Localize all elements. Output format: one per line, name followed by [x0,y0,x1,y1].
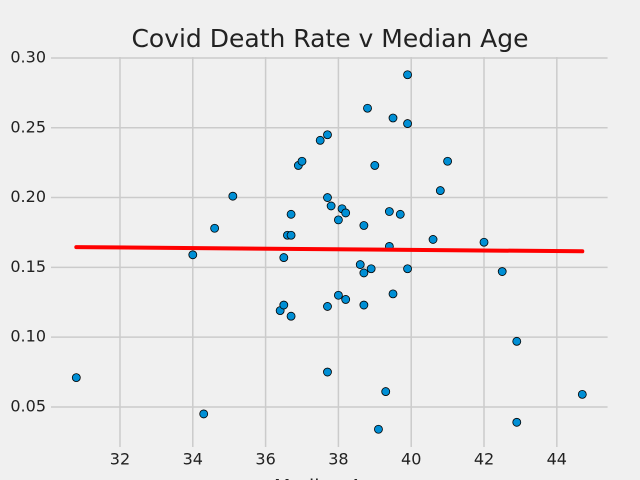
point [297,156,307,166]
x-tick-label: 38 [328,450,348,469]
point [512,336,522,346]
point [228,191,238,201]
point [374,424,383,434]
point [435,186,445,195]
point [479,237,489,247]
point [341,208,351,218]
point [395,209,405,219]
y-tick-label: 0.05 [10,396,46,415]
point [323,130,332,140]
point [443,156,453,166]
chart-title: Covid Death Rate v Median Age [131,24,528,53]
point [210,223,220,233]
point [384,207,394,216]
fit-line [74,245,585,254]
x-tick-label: 42 [474,450,494,469]
point [359,300,369,310]
point [286,209,296,219]
point [355,260,365,269]
point [366,264,376,274]
point [71,373,81,383]
point [323,193,332,202]
y-tick-label: 0.25 [10,117,46,136]
point [370,161,380,170]
point [341,295,351,304]
point [334,215,343,225]
y-tick-label: 0.15 [10,257,46,276]
point [512,417,522,427]
x-tick-label: 34 [183,450,203,469]
point [577,389,587,399]
x-tick-label: 44 [547,450,567,469]
point [279,253,289,262]
point [497,267,507,276]
point [381,387,391,396]
point [199,409,209,419]
point [403,264,412,274]
y-tick-label: 0.30 [10,47,46,66]
point [326,201,336,211]
point [359,221,369,230]
point [286,230,296,240]
point [279,300,289,310]
point [388,289,398,299]
y-tick-label: 0.10 [10,327,46,346]
point [188,250,198,260]
point [403,119,412,128]
point [359,268,369,278]
point [363,103,372,113]
point [403,70,412,80]
point [388,113,398,123]
point [315,135,325,145]
x-tick-label: 32 [110,450,130,469]
point [334,290,343,300]
point [428,235,438,244]
point [323,302,332,311]
y-tick-label: 0.20 [10,187,46,206]
x-axis-label: Median Age [274,476,386,480]
point [286,311,296,321]
point [323,367,332,377]
x-tick-label: 40 [401,450,421,469]
x-tick-label: 36 [255,450,275,469]
